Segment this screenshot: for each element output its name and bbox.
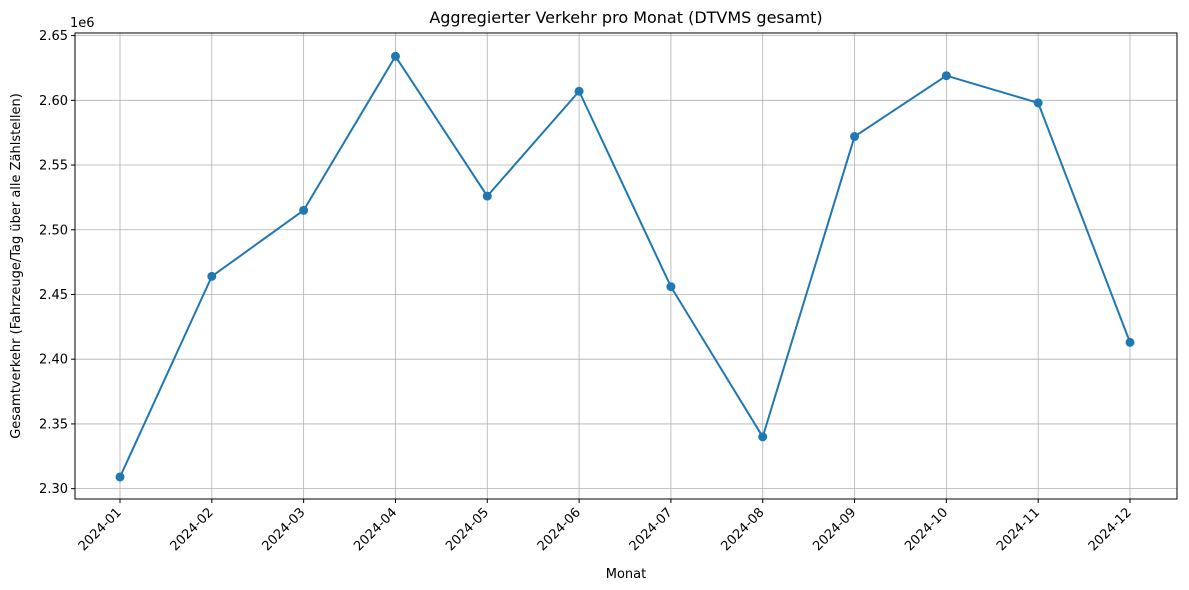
grid: [75, 33, 1177, 499]
y-axis: 2.30 2.35 2.40 2.45 2.50 2.55 2.60 2.65: [39, 29, 75, 497]
x-tick-label: 2024-08: [719, 505, 768, 554]
x-tick-label: 2024-04: [351, 505, 400, 554]
x-tick-label: 2024-05: [443, 505, 492, 554]
data-point: [1125, 337, 1135, 347]
x-axis-label: Monat: [606, 567, 646, 582]
y-tick-label: 2.50: [39, 223, 68, 238]
series-line: [119, 54, 1131, 478]
data-point: [666, 282, 676, 292]
y-axis-label: Gesamtverkehr (Fahrzeuge/Tag über alle Z…: [9, 93, 24, 439]
y-tick-label: 2.35: [39, 417, 68, 432]
x-tick-label: 2024-07: [627, 505, 676, 554]
y-tick-label: 2.45: [39, 288, 68, 303]
data-point: [207, 271, 217, 281]
data-point: [941, 71, 951, 81]
x-tick-label: 2024-01: [76, 505, 125, 554]
chart-title: Aggregierter Verkehr pro Monat (DTVMS ge…: [429, 8, 822, 27]
data-point: [758, 432, 768, 442]
x-tick-label: 2024-06: [535, 505, 584, 554]
y-tick-label: 2.30: [39, 482, 68, 497]
y-tick-label: 2.40: [39, 353, 68, 368]
y-offset-label: 1e6: [70, 16, 95, 31]
x-tick-label: 2024-12: [1086, 505, 1135, 554]
plot-frame: [74, 32, 1178, 500]
data-point: [574, 86, 584, 96]
x-tick-label: 2024-03: [259, 505, 308, 554]
data-point: [390, 51, 400, 61]
data-point: [299, 205, 309, 215]
x-tick-label: 2024-02: [168, 505, 217, 554]
x-axis: 2024-01 2024-02 2024-03 2024-04 2024-05 2024-…: [76, 499, 1135, 554]
data-point: [850, 132, 860, 142]
y-tick-label: 2.60: [39, 94, 68, 109]
series-layer: [115, 51, 1135, 482]
x-tick-label: 2024-10: [902, 505, 951, 554]
data-point: [115, 472, 125, 482]
data-point: [482, 191, 492, 201]
data-point: [1033, 98, 1043, 108]
x-tick-label: 2024-09: [810, 505, 859, 554]
y-tick-label: 2.55: [39, 159, 68, 174]
y-tick-label: 2.65: [39, 29, 68, 44]
x-tick-label: 2024-11: [994, 505, 1043, 554]
